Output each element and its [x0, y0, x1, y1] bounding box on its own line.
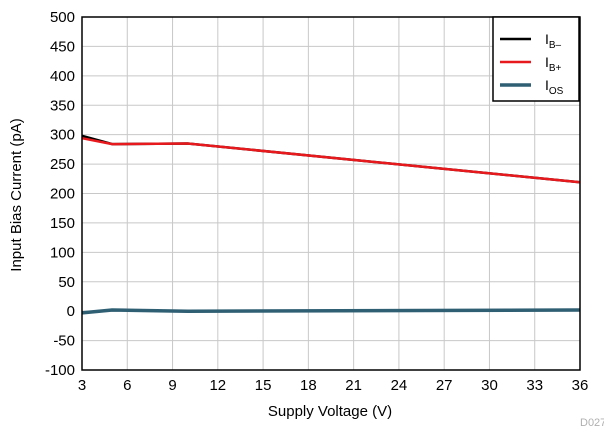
- y-tick-label: -50: [53, 333, 75, 350]
- legend-label-subscript: OS: [549, 86, 564, 97]
- legend-label-main: I: [545, 54, 549, 70]
- y-tick-label: 0: [67, 303, 75, 320]
- x-tick-label: 24: [391, 377, 408, 394]
- y-tick-label: 200: [50, 186, 75, 203]
- x-axis-title: Supply Voltage (V): [268, 403, 392, 420]
- series-line-2: [81, 136, 581, 184]
- x-tick-label: 33: [526, 377, 543, 394]
- x-tick-label: 9: [168, 377, 176, 394]
- legend: IB–IB+IOS: [492, 16, 580, 102]
- y-tick-label: 150: [50, 215, 75, 232]
- y-tick-label: 250: [50, 156, 75, 173]
- y-tick-label: 300: [50, 127, 75, 144]
- y-tick-label: -100: [45, 362, 75, 379]
- legend-box: [492, 16, 580, 102]
- legend-label-main: I: [545, 77, 549, 93]
- x-tick-labels: 3 6 9 12 15 18 21 24 27 30 33 36: [78, 377, 589, 394]
- y-tick-label: 50: [58, 274, 75, 291]
- legend-label-subscript: B–: [549, 40, 562, 51]
- legend-label: IB+: [545, 54, 562, 74]
- y-tick-label: 450: [50, 38, 75, 55]
- x-tick-label: 36: [572, 377, 589, 394]
- legend-label: IOS: [545, 77, 564, 97]
- y-tick-label: 500: [50, 9, 75, 26]
- y-tick-label: 100: [50, 244, 75, 261]
- legend-label-main: I: [545, 31, 549, 47]
- x-tick-label: 6: [123, 377, 131, 394]
- figure-code: D027: [580, 417, 604, 426]
- y-axis-title: Input Bias Current (pA): [8, 118, 25, 271]
- x-tick-label: 27: [436, 377, 453, 394]
- x-tick-label: 30: [481, 377, 498, 394]
- series-lines: [81, 134, 581, 315]
- plot-frame: [81, 16, 581, 371]
- y-tick-label: 350: [50, 97, 75, 114]
- x-tick-label: 15: [255, 377, 272, 394]
- x-tick-label: 21: [345, 377, 362, 394]
- y-tick-label: 400: [50, 68, 75, 85]
- x-tick-label: 18: [300, 377, 317, 394]
- legend-label: IB–: [545, 31, 562, 51]
- x-tick-label: 3: [78, 377, 86, 394]
- legend-label-subscript: B+: [549, 63, 562, 74]
- series-line-3: [81, 308, 581, 315]
- y-tick-labels: -100 -50 0 50 100 150 200 250 300 350 400 450 500: [45, 9, 75, 379]
- x-tick-label: 12: [209, 377, 226, 394]
